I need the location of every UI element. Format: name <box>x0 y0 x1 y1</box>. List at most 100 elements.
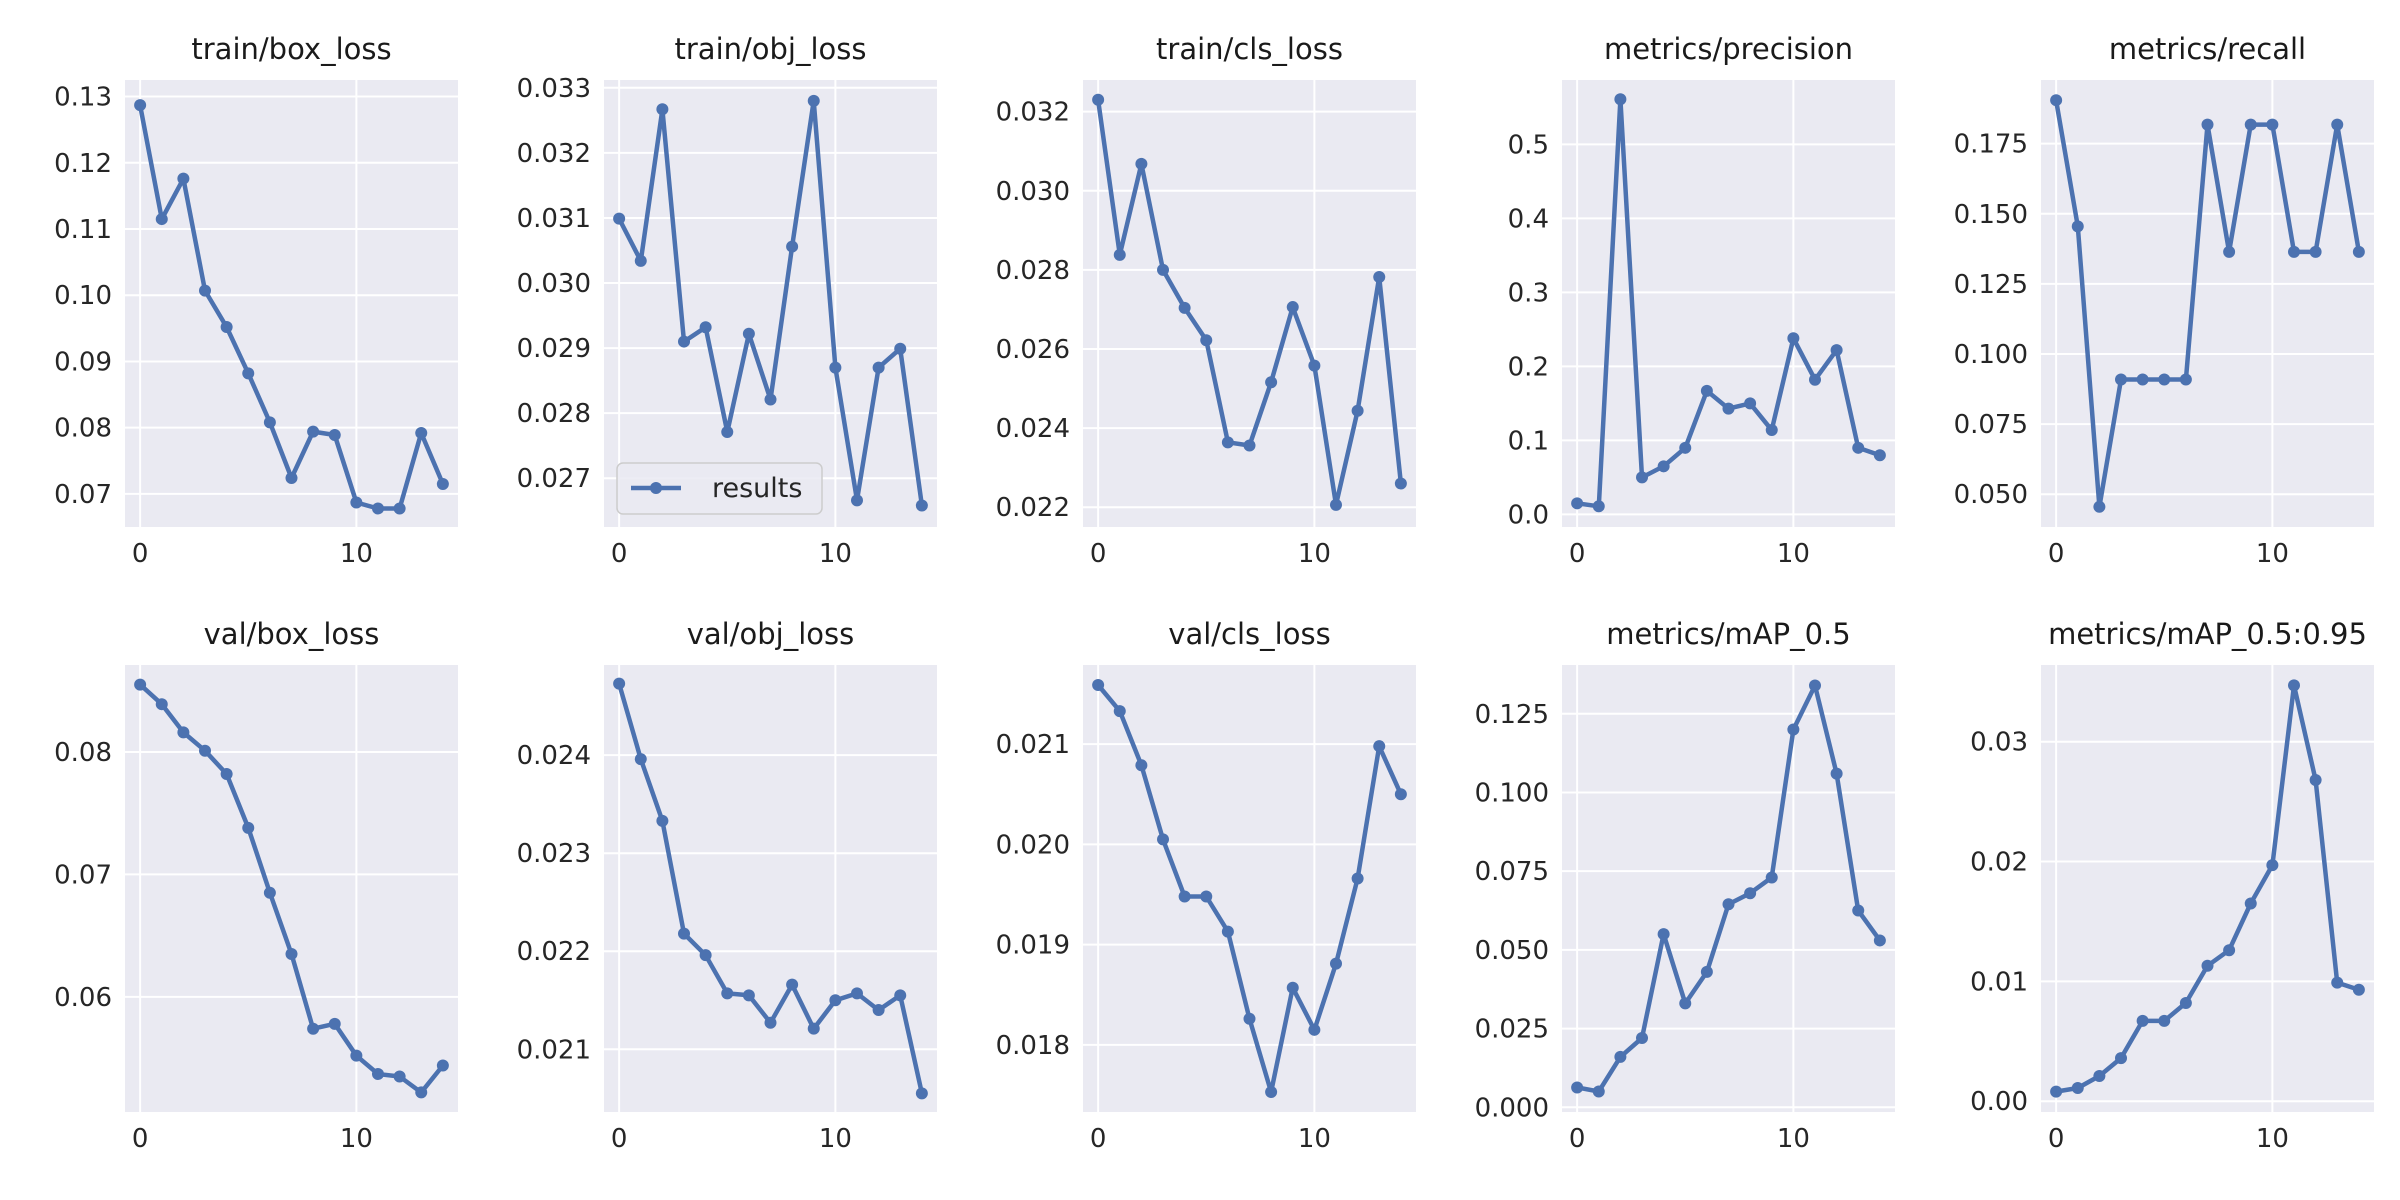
data-point <box>2158 373 2171 386</box>
data-point <box>2201 118 2214 131</box>
subplot-8: metrics/mAP_0.5 0.000 0.025 0.050 0.075 0.100… <box>1475 617 1895 1154</box>
y-tick-label: 0.175 <box>1954 130 2028 160</box>
plot-area <box>604 665 937 1112</box>
data-point <box>613 677 626 690</box>
subplot-3: metrics/precision 0.0 0.1 0.2 0.3 0.4 0.5 0 10 <box>1508 32 1895 569</box>
data-point <box>678 927 691 940</box>
data-point <box>220 321 233 334</box>
data-point <box>1351 404 1364 417</box>
data-point <box>199 744 212 757</box>
data-point <box>2331 118 2344 131</box>
data-point <box>155 213 168 226</box>
y-tick-label: 0.5 <box>1508 130 1549 160</box>
y-tick-label: 0.00 <box>1970 1087 2028 1117</box>
data-point <box>1765 871 1778 884</box>
data-point <box>350 496 363 509</box>
data-point <box>678 335 691 348</box>
plot-area <box>1083 80 1416 527</box>
data-point <box>436 1059 449 1072</box>
data-point <box>2352 245 2365 258</box>
data-point <box>2244 897 2257 910</box>
x-tick-label: 10 <box>1777 1124 1810 1154</box>
data-point <box>2266 859 2279 872</box>
data-point <box>786 240 799 253</box>
y-tick-label: 0.030 <box>517 269 591 299</box>
data-point <box>2136 1014 2149 1027</box>
y-tick-label: 0.050 <box>1954 480 2028 510</box>
x-tick-label: 10 <box>340 539 373 569</box>
data-point <box>915 1087 928 1100</box>
data-point <box>1722 898 1735 911</box>
data-point <box>1373 270 1386 283</box>
x-tick-label: 10 <box>819 539 852 569</box>
x-tick-label: 0 <box>611 539 628 569</box>
y-tick-label: 0.030 <box>996 177 1070 207</box>
y-tick-label: 0.11 <box>54 215 112 245</box>
data-point <box>1265 1085 1278 1098</box>
y-tick-label: 0.075 <box>1475 857 1549 887</box>
subplot-title: val/box_loss <box>204 617 380 651</box>
data-point <box>872 361 885 374</box>
plot-area <box>1562 80 1895 527</box>
data-point <box>1329 957 1342 970</box>
data-point <box>177 726 190 739</box>
subplot-6: val/obj_loss 0.021 0.022 0.023 0.024 0 10 <box>517 617 937 1154</box>
y-tick-label: 0.024 <box>996 414 1070 444</box>
data-point <box>1221 436 1234 449</box>
subplot-1: train/obj_loss 0.027 0.028 0.029 0.030 0.031 0… <box>517 32 937 569</box>
subplot-title: train/cls_loss <box>1156 32 1343 66</box>
plot-area <box>1562 665 1895 1112</box>
data-point <box>134 99 147 112</box>
data-point <box>850 494 863 507</box>
subplot-title: metrics/precision <box>1604 32 1853 66</box>
data-point <box>1873 934 1886 947</box>
data-point <box>1722 402 1735 415</box>
data-point <box>1286 301 1299 314</box>
data-point <box>2266 118 2279 131</box>
x-tick-label: 0 <box>1569 1124 1586 1154</box>
subplot-title: metrics/recall <box>2109 32 2306 66</box>
data-point <box>1592 1085 1605 1098</box>
data-point <box>2223 245 2236 258</box>
data-point <box>2244 118 2257 131</box>
data-point <box>328 428 341 441</box>
data-point <box>1657 928 1670 941</box>
y-tick-label: 0.021 <box>996 730 1070 760</box>
y-tick-label: 0.018 <box>996 1031 1070 1061</box>
y-tick-label: 0.021 <box>517 1035 591 1065</box>
y-tick-label: 0.08 <box>54 738 112 768</box>
data-point <box>2309 774 2322 787</box>
data-point <box>2223 944 2236 957</box>
y-tick-label: 0.022 <box>517 937 591 967</box>
data-point <box>2352 983 2365 996</box>
data-point <box>1636 1032 1649 1045</box>
data-point <box>1808 679 1821 692</box>
data-point <box>1787 723 1800 736</box>
data-point <box>2331 976 2344 989</box>
y-tick-label: 0.07 <box>54 480 112 510</box>
data-point <box>1873 449 1886 462</box>
y-tick-label: 0.02 <box>1970 848 2028 878</box>
data-point <box>2071 220 2084 233</box>
y-tick-label: 0.028 <box>517 399 591 429</box>
y-tick-label: 0.12 <box>54 149 112 179</box>
y-tick-label: 0.01 <box>1970 967 2028 997</box>
plot-area <box>2041 665 2374 1112</box>
data-point <box>1657 460 1670 473</box>
data-point <box>1221 925 1234 938</box>
data-point <box>1308 359 1321 372</box>
y-tick-label: 0.032 <box>517 139 591 169</box>
plot-area <box>125 80 458 527</box>
y-tick-label: 0.033 <box>517 74 591 104</box>
y-tick-label: 0.075 <box>1954 410 2028 440</box>
data-point <box>415 1086 428 1099</box>
data-point <box>1808 373 1821 386</box>
data-point <box>2115 1052 2128 1065</box>
data-point <box>2050 94 2063 107</box>
data-point <box>1787 332 1800 345</box>
data-point <box>155 698 168 711</box>
data-point <box>415 426 428 439</box>
data-point <box>1113 705 1126 718</box>
data-point <box>1394 788 1407 801</box>
data-point <box>872 1004 885 1017</box>
